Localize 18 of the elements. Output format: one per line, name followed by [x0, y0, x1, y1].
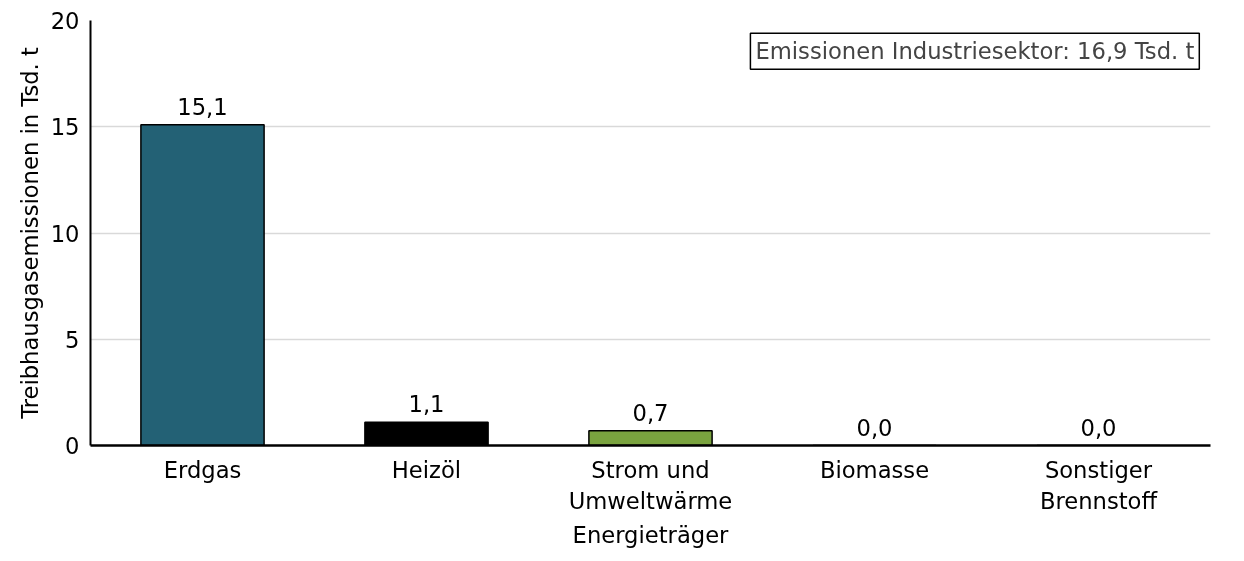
x-tick-label: Sonstiger Brennstoff	[1039, 456, 1159, 514]
data-label: 0,7	[632, 399, 669, 426]
x-axis-title: Energieträger	[572, 521, 730, 548]
data-label: 1,1	[408, 391, 445, 418]
y-axis-title: Treibhausgasemissionen in Tsd. t	[16, 47, 43, 420]
data-label: 0,0	[856, 414, 893, 441]
data-label: 0,0	[1080, 414, 1117, 441]
data-label: 15,1	[177, 93, 228, 120]
y-tick-label: 5	[65, 326, 80, 353]
y-tick-label: 20	[50, 8, 80, 34]
x-tick-label: Biomasse	[819, 456, 930, 483]
y-tick-label: 0	[65, 433, 80, 459]
x-tick-label: Heizöl	[391, 456, 462, 483]
y-tick-label: 15	[50, 114, 80, 141]
annotation: Emissionen Industriesektor: 16,9 Tsd. t	[755, 38, 1195, 65]
y-tick-label: 10	[50, 220, 80, 247]
x-tick-label: Erdgas	[163, 456, 242, 483]
x-tick-label: Strom und Umweltwärme	[568, 456, 733, 514]
